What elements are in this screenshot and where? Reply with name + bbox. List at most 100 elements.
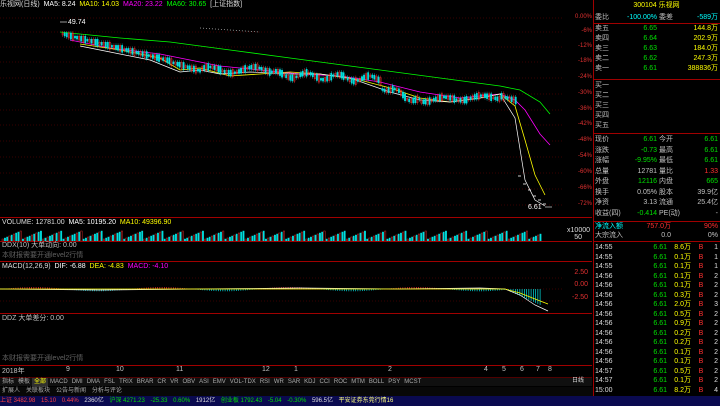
indicator-tab[interactable]: CCI <box>319 379 330 385</box>
candle <box>377 76 380 84</box>
indicator-tab[interactable]: MACD <box>50 379 68 385</box>
macd-bar <box>400 287 401 290</box>
ma10-legend: MA10: 14.03 <box>79 1 120 8</box>
candle <box>203 65 206 71</box>
indicator-tab[interactable]: BRAR <box>136 379 154 385</box>
indicator-tab[interactable]: DMI <box>71 379 83 385</box>
candle <box>117 45 119 51</box>
index-link[interactable]: [上证指数] <box>210 1 243 8</box>
volume-bar <box>465 230 468 241</box>
indicator-tab[interactable]: OBV <box>182 379 196 385</box>
tab-extend[interactable]: 扩展人 <box>2 388 21 394</box>
stat-value: 12781 <box>637 167 657 175</box>
indicator-tab[interactable]: ROC <box>333 379 348 385</box>
tick-count: 2 <box>714 320 718 327</box>
stat-label: 最低 <box>659 157 673 164</box>
candle <box>445 95 447 99</box>
bid-row[interactable]: 买一 <box>593 82 720 90</box>
indicator-tab[interactable]: PSY <box>388 379 401 385</box>
indicator-tab[interactable]: EMV <box>212 379 226 385</box>
bid-label: 买二 <box>595 92 609 99</box>
ask-row[interactable]: 卖四 6.64 202.9万 <box>593 35 720 43</box>
volume-chart[interactable] <box>0 227 562 241</box>
bid-row[interactable]: 买二 <box>593 92 720 100</box>
ask-row[interactable]: 卖五 6.65 144.8万 <box>593 25 720 33</box>
volume-bar <box>415 234 418 241</box>
indicator-tab[interactable]: 全部 <box>32 378 49 387</box>
stock-title[interactable]: 乐视网(日线) <box>0 1 40 8</box>
volume-bar <box>283 230 285 241</box>
volume-bar <box>186 237 189 241</box>
ask-row[interactable]: 卖一 6.61 388836万 <box>593 65 720 73</box>
period-daily[interactable]: 日线 <box>572 378 585 384</box>
indicator-tab[interactable]: FSL <box>104 379 116 385</box>
indicator-tab[interactable]: 模板 <box>18 379 31 385</box>
tab-news[interactable]: 公告与新闻 <box>55 388 86 394</box>
indicator-tab[interactable]: KDJ <box>304 379 316 385</box>
ma60-line <box>59 31 551 115</box>
candle <box>242 66 244 73</box>
indicator-tab[interactable]: MCST <box>404 379 422 385</box>
volume-bar <box>537 234 540 241</box>
candle <box>342 72 345 80</box>
volume-bar <box>60 230 63 241</box>
indicator-tab[interactable]: WR <box>273 379 284 385</box>
volume-bar <box>256 233 258 241</box>
indicator-tab[interactable]: DMA <box>86 379 101 385</box>
macd-bar <box>422 287 424 290</box>
volume-bar <box>530 237 533 241</box>
indicator-tab[interactable]: ASI <box>199 379 209 385</box>
macd-bar <box>211 289 212 291</box>
tab-analysis[interactable]: 分析与评论 <box>91 388 122 394</box>
bid-label: 买一 <box>595 82 609 89</box>
divider <box>0 217 592 218</box>
candle <box>354 77 357 85</box>
indicator-tab[interactable]: VOL-TDX <box>229 379 256 385</box>
bid-row[interactable]: 买五 <box>593 122 720 130</box>
tick-volume: 0.2万 <box>674 339 691 346</box>
indicator-tab[interactable]: RSI <box>259 379 270 385</box>
indicator-tab[interactable]: MTM <box>351 379 365 385</box>
volume-bar <box>451 236 454 241</box>
bid-row[interactable]: 买四 <box>593 112 720 120</box>
indicator-tab[interactable]: VR <box>170 379 179 385</box>
macd-bar <box>47 287 48 290</box>
indicator-tab[interactable]: SAR <box>287 379 301 385</box>
volume-bar <box>267 237 270 241</box>
bid-label: 买三 <box>595 102 609 109</box>
indicator-tab[interactable]: TRIX <box>119 379 133 385</box>
candle <box>213 65 216 70</box>
volume-bar <box>442 231 445 241</box>
candle <box>361 76 363 81</box>
cy-index[interactable]: 创业板 1792.43 <box>220 398 263 404</box>
volume-bar <box>73 233 76 241</box>
tab-related[interactable]: 关联板块 <box>25 388 50 394</box>
tick-price: 6.61 <box>653 272 667 280</box>
indicator-tab[interactable]: 指标 <box>2 379 15 385</box>
macd-bar <box>494 289 496 291</box>
macd-bar <box>197 289 199 290</box>
broker-name[interactable]: 平安证券东莞行情16 <box>338 398 394 404</box>
indicator-tab[interactable]: CR <box>157 379 167 385</box>
ask-row[interactable]: 卖二 6.62 247.3万 <box>593 55 720 63</box>
min-price-label: 6.61 <box>528 204 542 211</box>
volume-bar <box>494 235 497 241</box>
macd-chart[interactable] <box>0 271 562 313</box>
tick-direction: B <box>698 386 704 394</box>
candle <box>74 35 76 39</box>
price-chart[interactable]: 49.74 6.61 <box>0 10 592 218</box>
sh-index[interactable]: 上证 3482.98 <box>0 398 36 404</box>
ask-row[interactable]: 卖三 6.63 184.0万 <box>593 45 720 53</box>
indicator-tab[interactable]: BOLL <box>368 379 385 385</box>
volume-bar <box>316 233 319 241</box>
candle <box>391 85 394 93</box>
hs-index[interactable]: 沪深 4271.23 <box>109 398 145 404</box>
volume-bar <box>449 237 452 241</box>
candle <box>475 93 478 100</box>
candle <box>252 64 255 70</box>
candle <box>289 75 292 81</box>
tick-time: 14:55 <box>595 253 613 261</box>
candle <box>285 74 288 79</box>
volume-bar <box>280 231 283 241</box>
bid-row[interactable]: 买三 <box>593 102 720 110</box>
